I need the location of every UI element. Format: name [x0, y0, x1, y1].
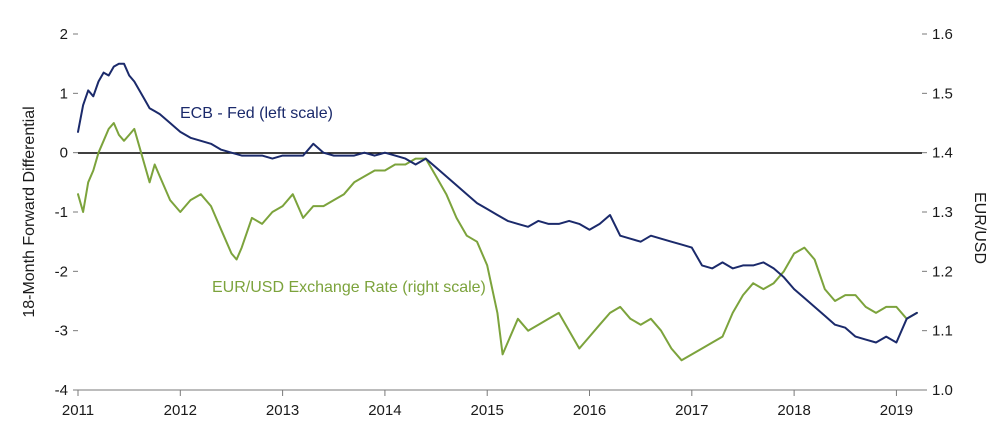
- x-tick-label: 2012: [164, 402, 197, 419]
- x-tick-label: 2019: [880, 402, 913, 419]
- x-tick-label: 2016: [573, 402, 606, 419]
- x-tick-label: 2018: [777, 402, 810, 419]
- left-axis-ticks: 2 1 0 -1 -2 -3 -4: [55, 26, 78, 399]
- series-line-eurusd: [77, 122, 918, 362]
- series-line-ecb-fed: [77, 62, 918, 344]
- x-tick-label: 2013: [266, 402, 299, 419]
- x-tick-label: 2017: [675, 402, 708, 419]
- right-axis-ticks: 1.6 1.5 1.4 1.3 1.2 1.1 1.0: [922, 26, 953, 399]
- left-tick-label: 1: [60, 85, 68, 102]
- right-tick-label: 1.6: [932, 26, 953, 43]
- series-lines: [77, 62, 918, 362]
- left-tick-label: 0: [60, 145, 68, 162]
- left-tick-label: -1: [55, 204, 68, 221]
- right-tick-label: 1.1: [932, 323, 953, 340]
- left-tick-label: 2: [60, 26, 68, 43]
- series-label-eurusd: EUR/USD Exchange Rate (right scale): [212, 279, 486, 296]
- left-tick-label: -4: [55, 382, 68, 399]
- x-tick-label: 2015: [471, 402, 504, 419]
- x-axis-ticks: 2011 2012 2013 2014 2015 2016 2017 2018 2019: [62, 390, 913, 419]
- left-tick-label: -3: [55, 323, 68, 340]
- left-axis-title: 18-Month Forward Differential: [21, 106, 38, 317]
- x-tick-label: 2011: [62, 402, 94, 419]
- right-axis-title: EUR/USD: [971, 192, 988, 264]
- right-tick-label: 1.3: [932, 204, 953, 221]
- series-label-ecb-fed: ECB - Fed (left scale): [180, 105, 333, 122]
- right-tick-label: 1.2: [932, 263, 953, 280]
- x-tick-label: 2014: [368, 402, 401, 419]
- right-tick-label: 1.5: [932, 85, 953, 102]
- left-tick-label: -2: [55, 263, 68, 280]
- right-tick-label: 1.0: [932, 382, 953, 399]
- right-tick-label: 1.4: [932, 145, 953, 162]
